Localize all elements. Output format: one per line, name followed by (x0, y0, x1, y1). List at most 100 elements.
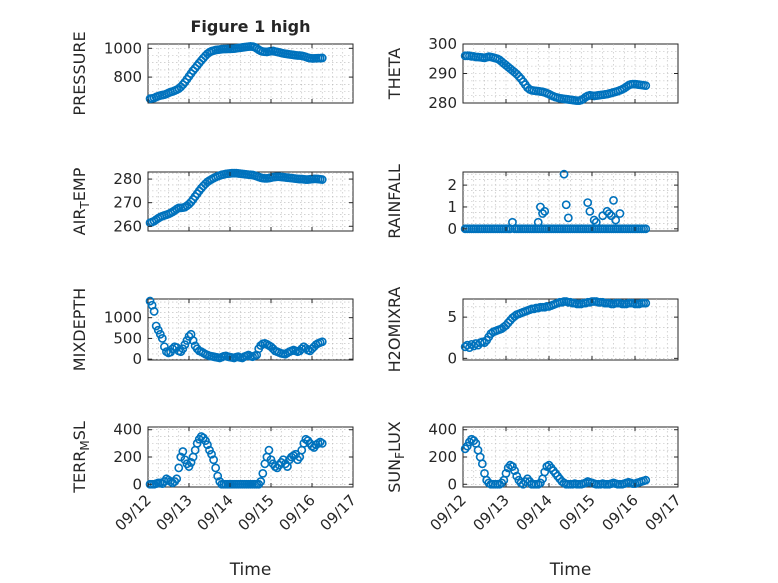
data-point (641, 81, 651, 90)
data-point (178, 447, 188, 456)
data-point (611, 215, 621, 225)
y-axis-label: TERRMSL (70, 421, 92, 494)
data-point (203, 440, 212, 450)
data-point (514, 72, 524, 81)
data-point (182, 336, 192, 345)
data-point (510, 466, 519, 476)
data-point (209, 455, 218, 465)
data-point (145, 296, 155, 306)
x-tick-label: 09/16 (276, 491, 319, 534)
data-point (512, 69, 522, 79)
y-axis-label: H2OMIXRA (385, 287, 404, 373)
data-point (174, 463, 184, 473)
data-point (591, 217, 601, 227)
y-tick-label: 800 (113, 68, 142, 86)
data-point (641, 298, 651, 308)
data-point (256, 477, 266, 486)
subplot-theta: 280 290 300 THETA (385, 35, 679, 112)
y-axis-label: AIRTEMP (70, 167, 92, 235)
y-tick-label: 1000 (104, 39, 142, 57)
y-tick-label: 1 (447, 198, 457, 216)
y-tick-label: 500 (113, 329, 142, 347)
data-point (178, 344, 188, 354)
data-point (538, 209, 547, 218)
data-point (317, 438, 327, 448)
data-point (501, 320, 511, 330)
data-point (155, 329, 165, 339)
data-point (153, 325, 163, 335)
data-point (501, 468, 511, 478)
data-point (151, 321, 161, 331)
y-tick-label: 280 (428, 94, 457, 112)
data-point (317, 337, 327, 347)
data-point (585, 206, 595, 216)
y-tick-label: 0 (447, 475, 457, 493)
y-axis-label: SUNFLUX (385, 421, 407, 493)
data-point (207, 449, 216, 459)
subplot-h2omixra: 0 5 H2OMIXRA (385, 287, 679, 373)
x-axis-label: Time (549, 560, 592, 580)
y-tick-label: 260 (113, 217, 142, 235)
y-tick-label: 280 (113, 170, 142, 188)
y-tick-label: 400 (428, 421, 457, 439)
y-tick-label: 2 (447, 176, 457, 194)
x-tick-label: 09/15 (235, 491, 278, 534)
data-point (186, 458, 196, 467)
data-point (641, 475, 651, 485)
x-tick-label: 09/14 (513, 491, 556, 534)
subplot-sun-flux: 0 200 400 09/12 09/13 09/14 09/15 09/16 09/17 SUN… (385, 421, 685, 580)
y-axis-label: THETA (385, 48, 404, 100)
data-point (213, 471, 223, 481)
data-point (615, 209, 625, 218)
y-tick-label: 400 (113, 421, 142, 439)
x-tick-label: 09/13 (153, 491, 196, 534)
data-point (172, 474, 182, 484)
data-point (477, 459, 487, 469)
subplot-mixdepth: 0 500 1000 MIXDEPTH (70, 288, 354, 371)
subplot-air-temp: 260 270 280 AIRTEMP (70, 167, 354, 235)
y-tick-label: 0 (132, 475, 142, 493)
x-tick-label: 09/17 (642, 491, 685, 534)
data-point (258, 468, 268, 478)
data-point (559, 169, 569, 179)
subplot-rainfall: 0 1 2 RAINFALL (385, 164, 679, 239)
y-axis-label: RAINFALL (385, 164, 404, 239)
data-point (583, 198, 593, 207)
data-point (480, 338, 489, 348)
data-point (563, 213, 573, 223)
y-tick-label: 200 (113, 448, 142, 466)
x-tick-label: 09/16 (599, 491, 642, 534)
x-tick-label: 09/12 (112, 491, 155, 534)
data-point (157, 334, 167, 343)
data-point (297, 344, 307, 354)
y-tick-label: 270 (113, 194, 142, 212)
figure-title: Figure 1 high (191, 17, 311, 36)
data-point (188, 336, 198, 345)
data-point (503, 318, 513, 328)
x-tick-label: 09/13 (470, 491, 513, 534)
subplot-pressure: 800 1000 PRESSURE Figure 1 high (70, 17, 354, 116)
x-tick-label: 09/14 (194, 491, 237, 534)
y-tick-label: 0 (447, 349, 457, 367)
x-tick-label: 09/12 (427, 491, 470, 534)
y-tick-label: 290 (428, 65, 457, 83)
data-point (604, 209, 614, 218)
x-tick-label: 09/15 (556, 491, 599, 534)
data-point (178, 80, 188, 89)
data-point (317, 175, 327, 184)
data-point (561, 200, 571, 210)
data-point (317, 53, 327, 63)
data-point (180, 340, 190, 350)
data-point (149, 307, 159, 316)
x-tick-label: 09/17 (317, 491, 360, 534)
x-axis-label: Time (229, 560, 272, 580)
data-point (159, 342, 169, 352)
y-tick-label: 5 (447, 308, 457, 326)
data-point (641, 224, 651, 234)
data-point (540, 206, 550, 216)
data-point (264, 445, 274, 455)
y-axis-label: MIXDEPTH (70, 288, 89, 371)
data-point (540, 467, 550, 477)
data-point (533, 217, 543, 227)
